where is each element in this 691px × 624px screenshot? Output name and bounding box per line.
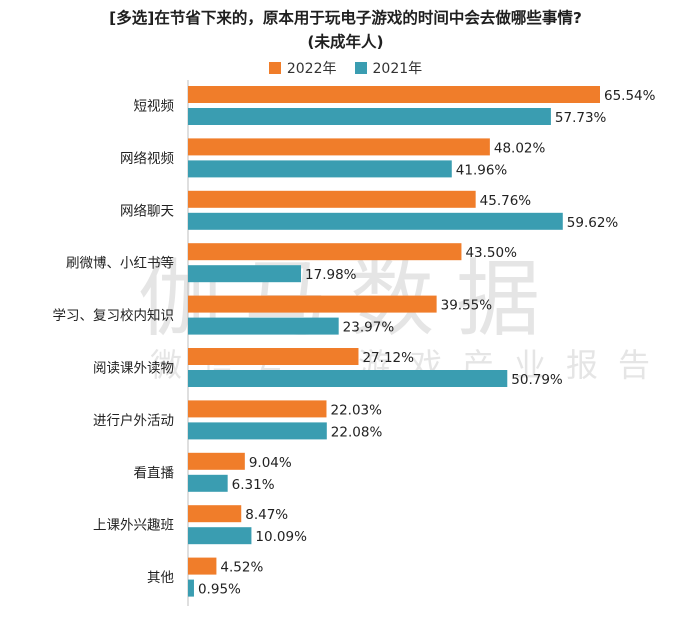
data-label-2022: 8.47% xyxy=(245,507,288,523)
category-label: 其他 xyxy=(147,570,174,586)
legend-label-2021: 2021年 xyxy=(372,61,423,77)
data-label-2021: 6.31% xyxy=(232,477,275,493)
chart-title: [多选]在节省下来的，原本用于玩电子游戏的时间中会去做哪些事情? (未成年人) xyxy=(0,6,691,54)
bar-2022 xyxy=(188,505,242,523)
data-label-2021: 59.62% xyxy=(567,215,619,231)
data-label-2022: 27.12% xyxy=(362,350,414,366)
bar-2022 xyxy=(188,138,490,156)
data-label-2021: 41.96% xyxy=(456,162,508,178)
data-label-2021: 57.73% xyxy=(555,110,607,126)
data-label-2021: 23.97% xyxy=(343,320,395,336)
data-label-2022: 4.52% xyxy=(220,560,263,576)
bar-2022 xyxy=(188,243,462,261)
bar-2022 xyxy=(188,295,437,313)
legend-swatch-2022 xyxy=(268,62,281,74)
data-label-2022: 45.76% xyxy=(480,193,532,209)
category-label: 学习、复习校内知识 xyxy=(53,307,175,324)
bar-2021 xyxy=(188,527,252,545)
data-label-2022: 65.54% xyxy=(604,88,656,104)
bar-2021 xyxy=(188,579,194,597)
category-label: 看直播 xyxy=(134,465,175,481)
category-label: 刷微博、小红书等 xyxy=(66,255,174,272)
bar-2021 xyxy=(188,474,228,492)
bar-2022 xyxy=(188,452,245,470)
category-label: 进行户外活动 xyxy=(93,412,174,429)
data-label-2021: 17.98% xyxy=(305,267,357,283)
bar-2021 xyxy=(188,265,302,283)
bar-2021 xyxy=(188,422,327,440)
bar-2021 xyxy=(188,370,508,387)
bar-2022 xyxy=(188,557,217,575)
title-line-1: [多选]在节省下来的，原本用于玩电子游戏的时间中会去做哪些事情? xyxy=(109,9,582,27)
bar-2021 xyxy=(188,317,339,335)
bar-2022 xyxy=(188,348,359,365)
legend-label-2022: 2022年 xyxy=(286,61,337,77)
bar-2021 xyxy=(188,108,551,125)
legend-item-2021: 2021年 xyxy=(354,58,423,78)
data-label-2022: 39.55% xyxy=(441,298,493,314)
legend-item-2022: 2022年 xyxy=(268,58,337,78)
category-label: 阅读课外读物 xyxy=(93,361,174,377)
bar-2021 xyxy=(188,212,563,230)
legend-swatch-2021 xyxy=(354,62,367,74)
data-label-2022: 22.03% xyxy=(330,402,382,418)
category-label: 短视频 xyxy=(134,99,175,115)
title-line-2: (未成年人) xyxy=(307,33,384,51)
legend: 2022年 2021年 xyxy=(0,58,691,78)
data-label-2021: 22.08% xyxy=(331,424,383,440)
bar-2022 xyxy=(188,400,327,418)
category-label: 网络聊天 xyxy=(120,203,174,219)
category-label: 上课外兴趣班 xyxy=(93,518,174,534)
bar-2022 xyxy=(188,190,476,208)
data-label-2022: 43.50% xyxy=(465,245,517,261)
data-label-2022: 48.02% xyxy=(494,140,546,156)
bar-2021 xyxy=(188,160,452,178)
data-label-2021: 10.09% xyxy=(255,529,307,545)
data-label-2022: 9.04% xyxy=(249,455,292,471)
data-label-2021: 0.95% xyxy=(198,582,241,598)
bar-2022 xyxy=(188,86,600,103)
data-label-2021: 50.79% xyxy=(511,372,563,388)
category-label: 网络视频 xyxy=(120,151,174,167)
